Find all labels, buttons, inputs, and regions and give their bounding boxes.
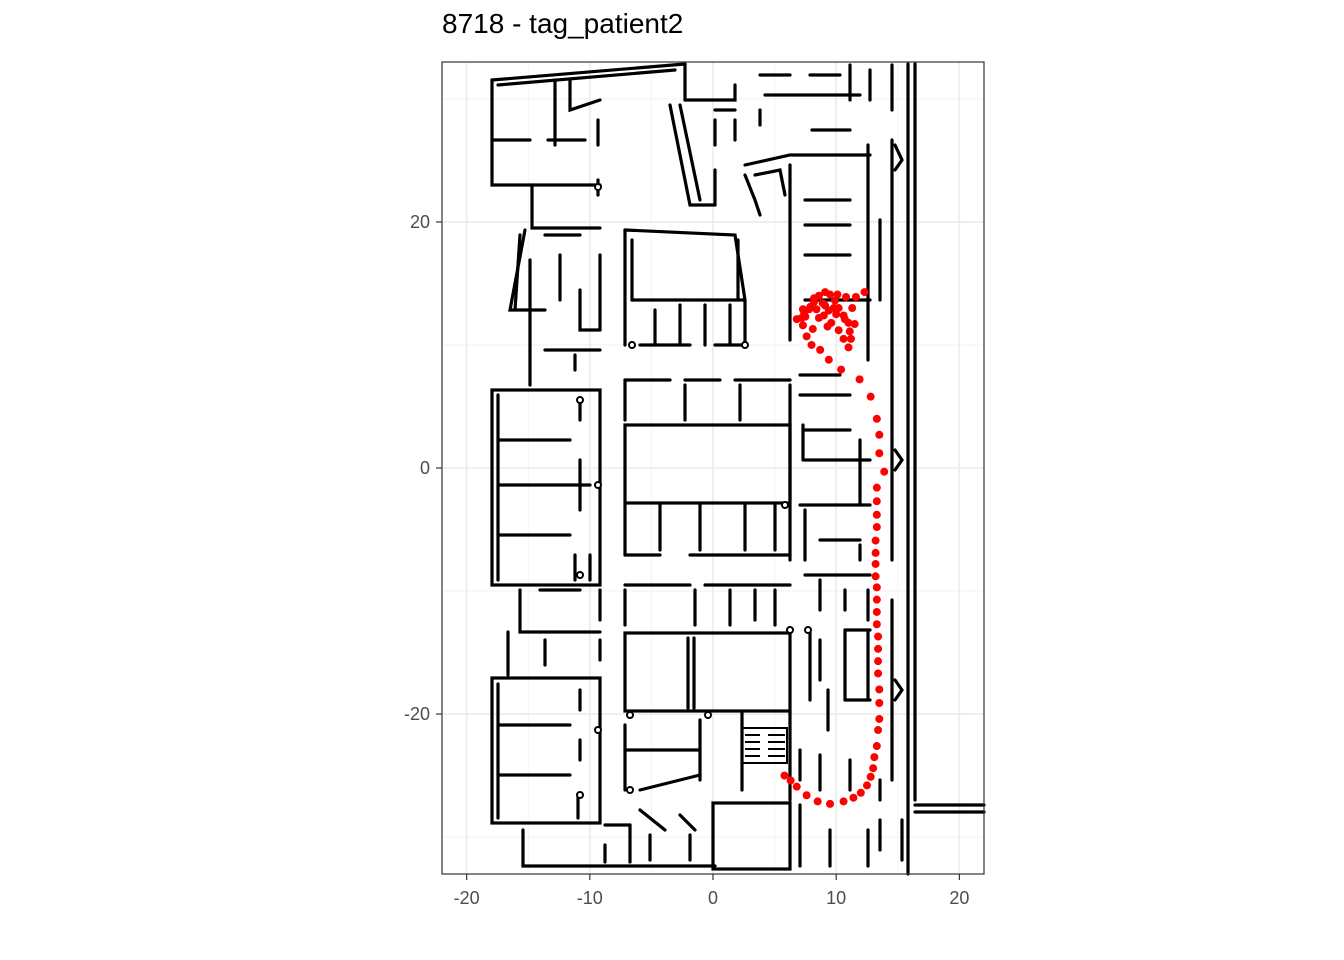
data-point [872, 620, 881, 629]
x-tick-label: -20 [454, 888, 480, 908]
data-point [830, 296, 839, 305]
data-point [872, 607, 881, 616]
chart-title: 8718 - tag_patient2 [442, 8, 684, 39]
data-point [834, 326, 843, 335]
x-tick-label: 0 [708, 888, 718, 908]
x-tick-label: 10 [826, 888, 846, 908]
data-point [806, 302, 815, 311]
data-point [875, 685, 884, 694]
data-point [875, 698, 884, 707]
data-point [840, 315, 849, 324]
data-point [848, 304, 857, 313]
data-point [849, 793, 858, 802]
data-point [826, 799, 835, 808]
data-point [798, 305, 807, 314]
data-point [869, 764, 878, 773]
data-point [842, 292, 851, 301]
data-point [871, 536, 880, 545]
data-point [792, 315, 801, 324]
data-point [874, 632, 883, 641]
y-tick-label: 20 [410, 212, 430, 232]
data-point [837, 365, 846, 374]
data-point [874, 669, 883, 678]
data-point [855, 375, 864, 384]
x-axis: -20 -10 0 10 20 [454, 874, 969, 908]
data-point [812, 305, 821, 314]
data-point [872, 595, 881, 604]
data-point [786, 776, 795, 785]
data-point [872, 742, 881, 751]
data-point [829, 304, 838, 313]
data-point [872, 523, 881, 532]
data-point [862, 781, 871, 790]
data-point [875, 714, 884, 723]
data-point [874, 657, 883, 666]
data-point [860, 288, 869, 297]
data-point [872, 497, 881, 506]
data-point [872, 414, 881, 423]
floor-plan-map [490, 62, 986, 876]
x-tick-label: 20 [949, 888, 969, 908]
data-point [871, 572, 880, 581]
data-point [872, 483, 881, 492]
data-point [845, 327, 854, 336]
data-point [839, 334, 848, 343]
data-point [821, 301, 830, 310]
data-point [870, 753, 879, 762]
major-gridlines [442, 62, 984, 874]
data-point [844, 343, 853, 352]
trajectory-points [780, 288, 889, 808]
data-point [798, 321, 807, 330]
y-axis: -20 0 20 [404, 212, 442, 724]
data-point [875, 449, 884, 458]
data-point [816, 345, 825, 354]
data-point [851, 292, 860, 301]
data-point [871, 548, 880, 557]
data-point [872, 583, 881, 592]
data-point [872, 510, 881, 519]
data-point [880, 467, 889, 476]
data-point [871, 559, 880, 568]
data-point [866, 392, 875, 401]
data-point [866, 772, 875, 781]
data-point [808, 324, 817, 333]
data-point [874, 726, 883, 735]
data-point [832, 310, 841, 319]
data-point [846, 334, 855, 343]
data-point [856, 788, 865, 797]
data-point [874, 644, 883, 653]
y-tick-label: -20 [404, 704, 430, 724]
data-point [810, 294, 819, 303]
data-point [875, 430, 884, 439]
data-point [839, 797, 848, 806]
data-point [850, 320, 859, 329]
data-point [780, 771, 789, 780]
x-tick-label: -10 [577, 888, 603, 908]
data-point [813, 797, 822, 806]
data-point [826, 290, 835, 299]
data-point [792, 782, 801, 791]
data-point [802, 791, 811, 800]
data-point [814, 313, 823, 322]
y-tick-label: 0 [420, 458, 430, 478]
data-point [823, 322, 832, 331]
data-point [824, 355, 833, 364]
data-point [833, 290, 842, 299]
data-point [807, 340, 816, 349]
data-point [802, 332, 811, 341]
